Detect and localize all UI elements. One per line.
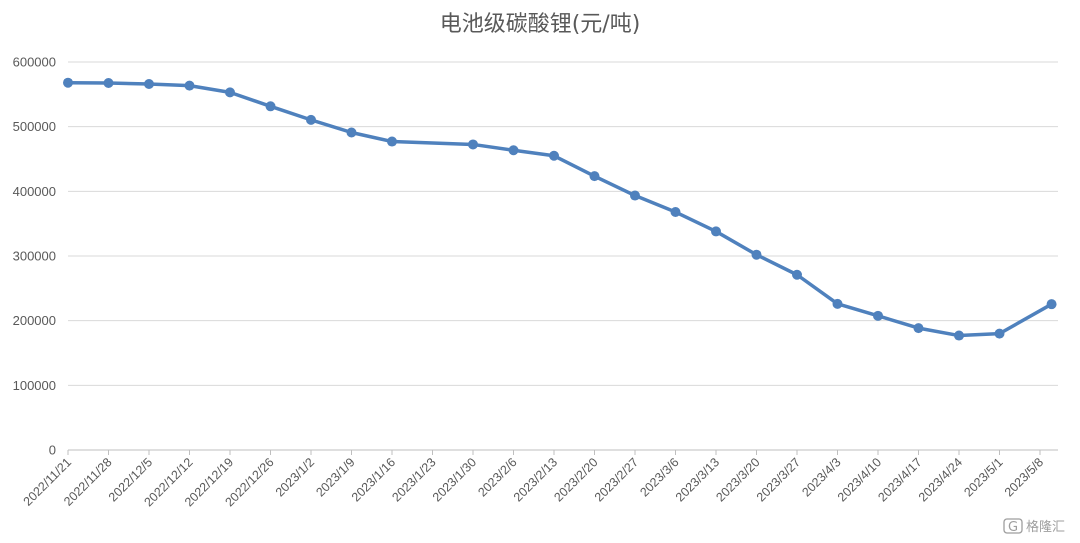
- data-point: [751, 249, 762, 260]
- data-point: [670, 207, 681, 218]
- data-point: [387, 136, 397, 147]
- gridlines: [68, 61, 1058, 451]
- y-axis-ticks: 0 100000 200000 300000 400000 500000 600000: [13, 55, 56, 458]
- data-point: [508, 145, 519, 156]
- y-tick-label: 100000: [13, 378, 56, 393]
- x-tick-label: 2023/1/30: [430, 455, 479, 504]
- y-tick-label: 300000: [13, 249, 56, 264]
- gelonghui-logo-glyph: G: [1008, 520, 1018, 535]
- data-point: [589, 171, 600, 182]
- data-point: [994, 328, 1005, 339]
- data-point: [225, 87, 235, 98]
- data-point: [468, 139, 478, 150]
- y-tick-label: 600000: [13, 55, 56, 70]
- x-tick-label: 2023/1/2: [273, 455, 317, 499]
- x-tick-label: 2023/2/27: [592, 455, 641, 504]
- series-line: [66, 80, 1054, 338]
- y-tick-label: 500000: [13, 119, 56, 134]
- data-point: [913, 323, 924, 334]
- data-point: [549, 150, 559, 161]
- data-point: [630, 190, 640, 201]
- data-point: [832, 298, 843, 309]
- y-tick-label: 0: [49, 443, 56, 458]
- data-point: [711, 226, 721, 237]
- data-point: [306, 114, 316, 125]
- watermark-text: 格隆汇: [1026, 519, 1065, 535]
- data-point: [63, 77, 73, 88]
- x-axis-ticks: 2022/11/212022/11/282022/12/52022/12/122…: [21, 450, 1046, 509]
- data-point: [873, 310, 883, 321]
- data-point: [103, 78, 114, 89]
- x-tick-label: 2023/5/1: [961, 455, 1005, 499]
- x-tick-label: 2023/3/27: [754, 455, 803, 504]
- data-point: [1046, 299, 1057, 310]
- data-series: [63, 77, 1057, 341]
- data-point: [265, 101, 276, 112]
- data-point: [144, 78, 154, 89]
- x-tick-label: 2023/4/24: [916, 455, 965, 504]
- data-point: [184, 80, 195, 91]
- watermark: G 格隆汇: [1003, 518, 1065, 535]
- y-tick-label: 200000: [13, 313, 56, 328]
- data-point: [346, 127, 357, 138]
- data-point: [792, 269, 802, 280]
- gelonghui-logo-icon: [1003, 518, 1023, 534]
- y-tick-label: 400000: [13, 184, 56, 199]
- data-point: [954, 330, 964, 341]
- x-tick-label: 2023/5/8: [1002, 455, 1046, 499]
- chart-title: 电池级碳酸锂(元/吨): [440, 12, 641, 37]
